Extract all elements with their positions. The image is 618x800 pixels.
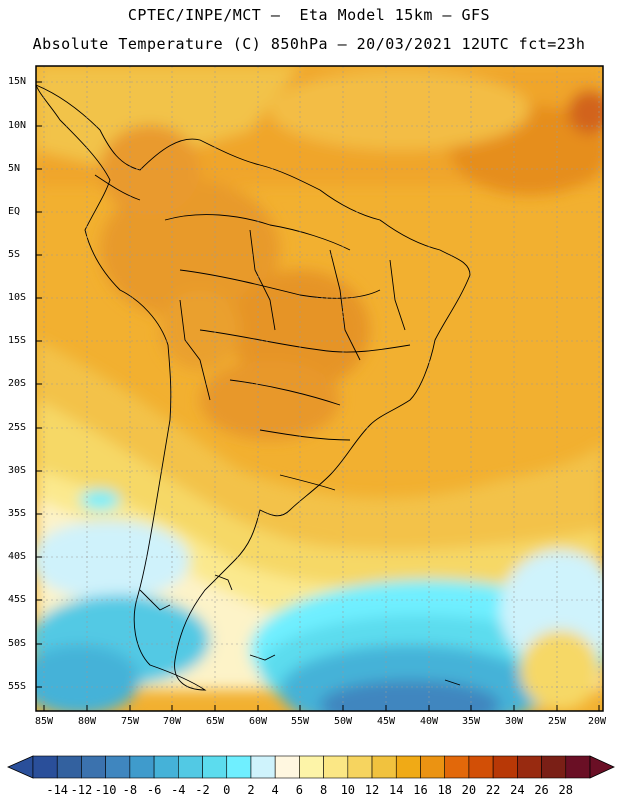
lon-label: 30W [504,716,524,727]
colorbar-swatch [105,755,131,779]
colorbar-tick-label: 28 [558,783,573,797]
colorbar-swatch [153,755,179,779]
lat-label: 5S [8,249,21,260]
colorbar-swatch [226,755,252,779]
lat-label: 10S [8,292,27,303]
lon-label: 45W [376,716,396,727]
colorbar-swatch [32,755,58,779]
colorbar-tick-label: 8 [319,783,328,797]
lat-label: 20S [8,378,27,389]
map-border [35,65,604,712]
lat-label: 15N [8,76,27,87]
colorbar-tick-label: -10 [94,783,117,797]
lat-label: 45S [8,594,27,605]
colorbar-max-arrow [589,755,615,779]
colorbar-tick-label: 16 [413,783,428,797]
lon-label: 75W [120,716,140,727]
colorbar-tick-label: 0 [223,783,231,797]
lon-label: 25W [547,716,567,727]
lat-label: 5N [8,163,21,174]
coastlines [36,84,471,691]
lon-label: 50W [333,716,353,727]
lat-label: 15S [8,335,27,346]
colorbar-tick-label: -12 [70,783,93,797]
colorbar-swatch [129,755,155,779]
colorbar-swatch [347,755,373,779]
colorbar-swatch [444,755,470,779]
lon-label: 40W [419,716,439,727]
axis-ticks [36,81,600,711]
colorbar-swatch [274,755,300,779]
colorbar-swatch [178,755,203,779]
colorbar-tick-label: 12 [364,783,380,797]
colorbar-swatch [420,755,445,779]
lon-label: 80W [77,716,97,727]
colorbar-tick-label: 22 [485,783,501,797]
colorbar-swatch [492,755,518,779]
colorbar-tick-label: 10 [340,783,356,797]
lon-label: 70W [162,716,182,727]
colorbar-swatch [541,755,567,779]
lat-label: EQ [8,206,21,217]
colorbar-swatch [81,755,106,779]
colorbar-tick-label: 26 [534,783,549,797]
lon-label: 20W [587,716,607,727]
colorbar-tick-label: 18 [437,783,452,797]
lon-label: 85W [34,716,54,727]
colorbar-swatch [323,755,349,779]
lat-label: 30S [8,465,27,476]
lat-label: 10N [8,120,27,131]
colorbar-tick-label: 6 [295,783,303,797]
colorbar-swatch [468,755,494,779]
chart-title-product: Absolute Temperature (C) 850hPa — 20/03/… [32,35,586,53]
lon-label: 60W [248,716,268,727]
lon-label: 55W [290,716,310,727]
lat-label: 50S [8,638,27,649]
colorbar-swatch [202,755,228,779]
lon-label: 35W [461,716,481,727]
colorbar-tick-label: -2 [195,783,210,797]
lat-label: 55S [8,681,27,692]
colorbar-tick-label: 24 [510,783,525,797]
temperature-field [36,66,603,711]
colorbar-tick-label: -14 [46,783,69,797]
chart-title-source: CPTEC/INPE/MCT — Eta Model 15km — GFS [127,6,491,24]
colorbar-swatch [395,755,421,779]
colorbar-min-arrow [7,755,34,779]
colorbar-swatch [56,755,82,779]
colorbar-swatch [565,755,591,779]
colorbar-tick-label: -6 [146,783,162,797]
lat-label: 40S [8,551,27,562]
colorbar-tick-label: 2 [247,783,255,797]
colorbar-swatch [299,755,324,779]
lat-label: 35S [8,508,27,519]
colorbar-tick-label: -4 [171,783,186,797]
colorbar-swatch [371,755,397,779]
colorbar-tick-label: 14 [389,783,404,797]
lat-label: 25S [8,422,27,433]
colorbar-tick-label: 4 [271,783,279,797]
colorbar-swatch [250,755,276,779]
colorbar [7,755,615,779]
lon-label: 65W [205,716,225,727]
colorbar-tick-label: 20 [461,783,477,797]
colorbar-tick-label: -8 [122,783,138,797]
colorbar-swatch [517,755,542,779]
